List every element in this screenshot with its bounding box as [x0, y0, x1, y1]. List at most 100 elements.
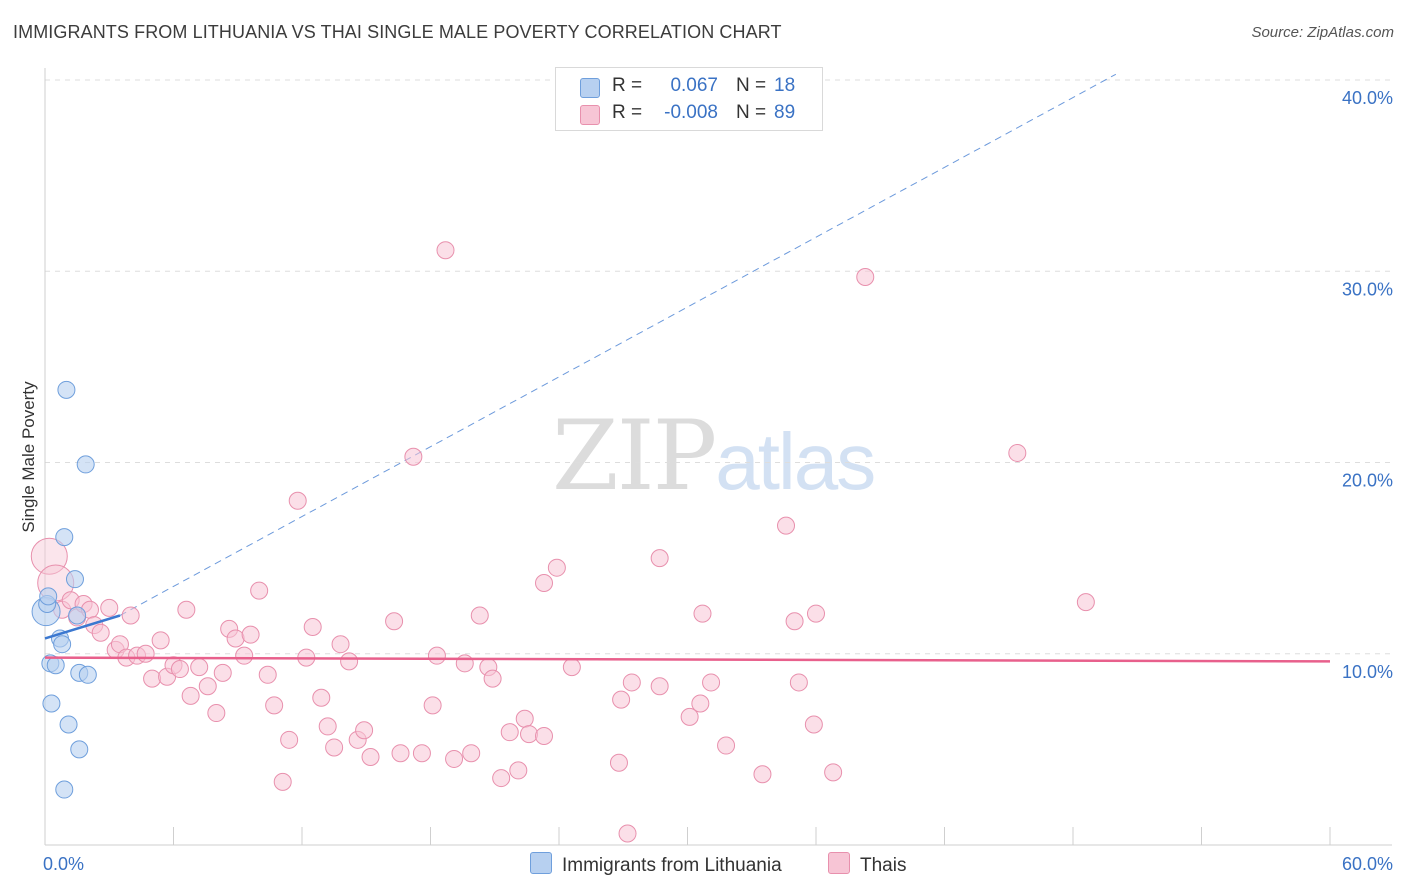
thais-point	[100, 598, 119, 617]
n-label: N =	[736, 102, 767, 123]
thais-point	[691, 694, 710, 713]
thais-point	[207, 704, 226, 723]
watermark-atlas: atlas	[715, 417, 876, 506]
lithuania-point	[68, 606, 87, 625]
tick-labels: 10.0% 20.0% 30.0% 40.0% 0.0% 60.0%	[43, 88, 1393, 874]
thais-point	[680, 707, 699, 726]
thais-point	[391, 744, 410, 763]
thais-point	[622, 673, 641, 692]
lithuania-trend-extension	[119, 73, 1117, 616]
y-tick-label: 20.0%	[1342, 471, 1393, 491]
thais-point	[404, 447, 423, 466]
thais-point	[1008, 443, 1027, 462]
thais-point	[312, 688, 331, 707]
thais-point	[340, 652, 359, 671]
y-tick-label: 30.0%	[1342, 279, 1393, 299]
watermark: ZIPatlas	[552, 400, 876, 512]
thais-point	[273, 772, 292, 791]
thais-point	[509, 761, 528, 780]
thais-point	[856, 267, 875, 286]
source-credit: Source: ZipAtlas.com	[1251, 24, 1394, 41]
thais-point	[462, 744, 481, 763]
thais-point	[213, 663, 232, 682]
thais-point	[288, 491, 307, 510]
thais-point	[143, 669, 162, 688]
thais-point	[235, 646, 254, 665]
r-label: R =	[612, 75, 643, 96]
lithuania-trend-line	[44, 614, 121, 640]
thais-point	[385, 612, 404, 631]
thais-point	[562, 658, 581, 677]
thais-point	[331, 635, 350, 654]
gridlines	[45, 79, 1392, 655]
thais-point	[361, 748, 380, 767]
lithuania-swatch	[580, 78, 600, 98]
legend-swatch-thais	[828, 852, 850, 874]
stats-row-lithuania: R = 0.067 N = 18	[556, 75, 822, 101]
thais-point	[355, 721, 374, 740]
thais-point	[618, 824, 637, 843]
r-value: -0.008	[664, 102, 718, 123]
thais-point	[824, 763, 843, 782]
thais-point	[547, 558, 566, 577]
legend-label-lithuania: Immigrants from Lithuania	[562, 855, 782, 876]
chart-title: IMMIGRANTS FROM LITHUANIA VS THAI SINGLE…	[13, 22, 782, 42]
legend-swatch-lithuania	[530, 852, 552, 874]
thais-point	[777, 516, 796, 535]
lithuania-point	[76, 455, 95, 474]
thais-point	[1076, 593, 1095, 612]
thais-point	[265, 696, 284, 715]
thais-point	[226, 629, 245, 648]
lithuania-point	[53, 635, 72, 654]
thais-point	[515, 709, 534, 728]
thais-point	[181, 686, 200, 705]
thais-point	[121, 606, 140, 625]
thais-point	[492, 769, 511, 788]
thais-point	[535, 726, 554, 745]
thais-point	[91, 623, 110, 642]
r-label: R =	[612, 102, 643, 123]
r-value: 0.067	[670, 75, 718, 96]
thais-point	[609, 753, 628, 772]
thais-point	[693, 604, 712, 623]
n-value: 18	[774, 75, 796, 96]
thais-point	[423, 696, 442, 715]
lithuania-point	[55, 780, 74, 799]
n-label: N =	[736, 75, 767, 96]
y-tick-label: 10.0%	[1342, 662, 1393, 682]
thais-point	[650, 677, 669, 696]
thais-point	[250, 581, 269, 600]
thais-point	[535, 573, 554, 592]
thais-point	[280, 730, 299, 749]
thais-point	[470, 606, 489, 625]
lithuania-point	[55, 528, 74, 547]
thais-point	[500, 723, 519, 742]
thais-point	[177, 600, 196, 619]
lithuania-point	[59, 715, 78, 734]
legend-item-thais[interactable]: Thais	[828, 852, 906, 876]
thais-swatch	[580, 105, 600, 125]
watermark-zip: ZIP	[552, 400, 717, 512]
lithuania-point	[46, 656, 65, 675]
thais-point	[190, 658, 209, 677]
legend-item-lithuania[interactable]: Immigrants from Lithuania	[530, 852, 782, 876]
thais-point	[241, 625, 260, 644]
y-tick-label: 40.0%	[1342, 88, 1393, 108]
lithuania-point	[78, 665, 97, 684]
thais-point	[427, 646, 446, 665]
thais-point	[612, 690, 631, 709]
lithuania-trend-dashed	[119, 73, 1117, 616]
thais-point	[455, 654, 474, 673]
thais-point	[170, 660, 189, 679]
thais-point	[258, 665, 277, 684]
lithuania-point	[65, 570, 84, 589]
legend-label-thais: Thais	[860, 855, 907, 876]
thais-point	[717, 736, 736, 755]
thais-point	[702, 673, 721, 692]
thais-point	[303, 617, 322, 636]
thais-point	[412, 744, 431, 763]
lithuania-point	[39, 587, 58, 606]
trend-lines	[44, 614, 1331, 663]
thais-point	[436, 241, 455, 260]
